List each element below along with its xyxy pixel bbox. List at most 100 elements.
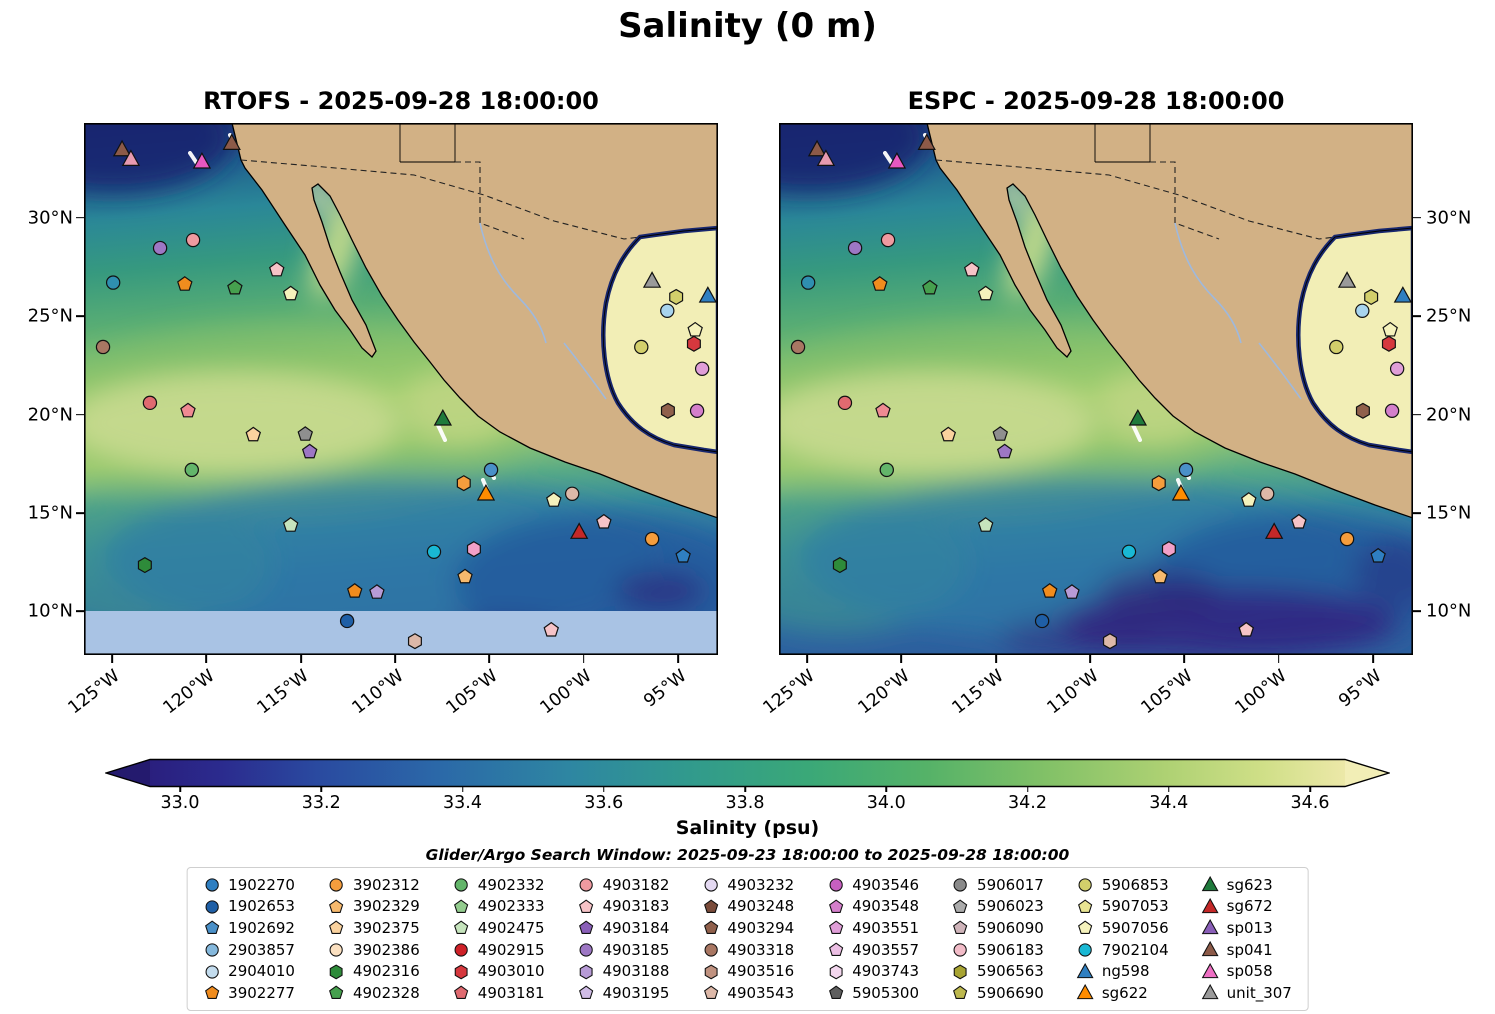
map-marker — [953, 899, 968, 913]
legend-entry-5906690: 5906690 — [952, 984, 1044, 1002]
river-line — [479, 222, 547, 344]
pentagon-marker-icon — [578, 985, 594, 1000]
map-marker — [1121, 544, 1137, 559]
legend-entry-3902375: 3902375 — [328, 919, 420, 937]
x-tick-mark — [205, 655, 208, 663]
pentagon-marker-icon — [204, 985, 219, 1000]
map-marker — [704, 964, 718, 980]
map-marker — [829, 964, 843, 980]
map-marker — [1201, 962, 1219, 978]
map-marker — [698, 286, 718, 303]
map-marker — [95, 339, 111, 355]
map-espc — [779, 123, 1413, 655]
colorbar-body — [150, 759, 1345, 787]
map-marker — [704, 943, 718, 957]
circle-marker-icon — [1078, 878, 1092, 892]
map-marker — [953, 943, 968, 957]
legend-label: 5906563 — [977, 962, 1044, 981]
legend-label: 5907053 — [1101, 897, 1169, 916]
legend-entry-4903294: 4903294 — [702, 919, 794, 937]
map-marker — [407, 633, 422, 650]
map-marker — [152, 240, 168, 256]
map-marker — [832, 557, 847, 574]
legend-label: 4902475 — [477, 918, 545, 937]
map-marker — [1355, 402, 1370, 419]
map-marker — [703, 985, 719, 1000]
map-marker — [546, 492, 562, 507]
state-borders — [1094, 123, 1151, 163]
legend-label: 2903857 — [228, 940, 295, 959]
legend-label: 7902104 — [1101, 940, 1169, 959]
legend-entry-sp041: sp041 — [1201, 941, 1292, 959]
land-mexico — [926, 123, 1413, 519]
map-marker — [1128, 408, 1148, 426]
circle-marker-icon — [205, 943, 219, 957]
legend-label: 4903318 — [727, 940, 795, 959]
map-marker — [1076, 962, 1094, 978]
hexagon-marker-icon — [579, 964, 593, 980]
legend-label: 5907056 — [1101, 918, 1169, 937]
triangle-marker-icon — [1201, 941, 1219, 957]
y-tick-mark — [1413, 413, 1421, 416]
legend-entry-4902328: 4902328 — [328, 984, 420, 1002]
map-marker — [454, 985, 469, 1000]
y-tick-mark — [76, 512, 84, 514]
map-marker — [579, 964, 593, 980]
circle-marker-icon — [829, 878, 843, 892]
triangle-marker-icon — [1201, 897, 1219, 914]
river-line — [1174, 222, 1242, 344]
map-marker — [204, 985, 219, 1000]
pentagon-marker-icon — [1078, 899, 1093, 913]
x-tick-label: 125°W — [65, 666, 125, 719]
map-marker — [634, 339, 649, 355]
legend-entry-5906023: 5906023 — [952, 897, 1044, 915]
legend-label: 4903548 — [852, 897, 920, 916]
legend-label: 4903185 — [602, 940, 670, 959]
legend-entry-1902692: 1902692 — [203, 919, 295, 937]
map-marker — [1291, 513, 1307, 529]
map-marker — [703, 920, 719, 935]
legend-entry-4903185: 4903185 — [578, 940, 670, 959]
legend: 1902270 1902653 1902692 2903857 2904010 39022… — [186, 867, 1309, 1011]
triangle-marker-icon — [1201, 962, 1219, 978]
legend-entry-4903551: 4903551 — [827, 919, 919, 937]
legend-entry-5906853: 5906853 — [1077, 876, 1169, 894]
circle-marker-icon — [953, 943, 968, 957]
legend-grid: 1902270 1902653 1902692 2903857 2904010 39022… — [203, 874, 1292, 1004]
map-marker — [185, 232, 201, 248]
map-marker — [1078, 899, 1093, 913]
map-marker — [454, 899, 469, 913]
legend-entry-sg623: sg623 — [1201, 876, 1292, 894]
colorbar-gradient — [105, 758, 1390, 788]
legend-label: unit_307 — [1226, 983, 1292, 1002]
x-tick-label: 95°W — [1334, 666, 1386, 712]
legend-entry-4902915: 4902915 — [453, 941, 545, 959]
pentagon-marker-icon — [828, 985, 843, 1000]
colorbar-tick-label: 34.4 — [1149, 793, 1189, 813]
map-marker — [297, 426, 314, 441]
colorbar-tick-label: 33.8 — [725, 793, 765, 813]
y-tick-mark — [76, 216, 84, 219]
map-marker — [687, 321, 703, 337]
map-marker — [1329, 339, 1344, 355]
map-marker — [1339, 531, 1355, 547]
hexagon-marker-icon — [829, 964, 843, 980]
map-marker — [282, 517, 299, 532]
legend-entry-4903548: 4903548 — [827, 897, 919, 915]
legend-entry-4903188: 4903188 — [578, 962, 669, 980]
subplot-title-rtofs: RTOFS - 2025-09-28 18:00:00 — [203, 87, 599, 115]
map-marker — [1152, 568, 1168, 584]
map-marker — [828, 942, 843, 957]
map-marker — [1201, 919, 1219, 935]
legend-label: 3902329 — [352, 897, 420, 916]
map-marker — [1259, 486, 1275, 502]
map-marker — [476, 483, 496, 501]
map-marker — [466, 541, 481, 558]
x-tick-label: 120°W — [854, 666, 914, 719]
map-marker — [977, 517, 994, 532]
legend-label: sp058 — [1226, 962, 1273, 981]
colorbar-tick-label: 33.0 — [160, 793, 200, 813]
map-marker — [1381, 335, 1396, 352]
map-marker — [642, 271, 662, 288]
legend-label: 5906853 — [1101, 875, 1169, 894]
